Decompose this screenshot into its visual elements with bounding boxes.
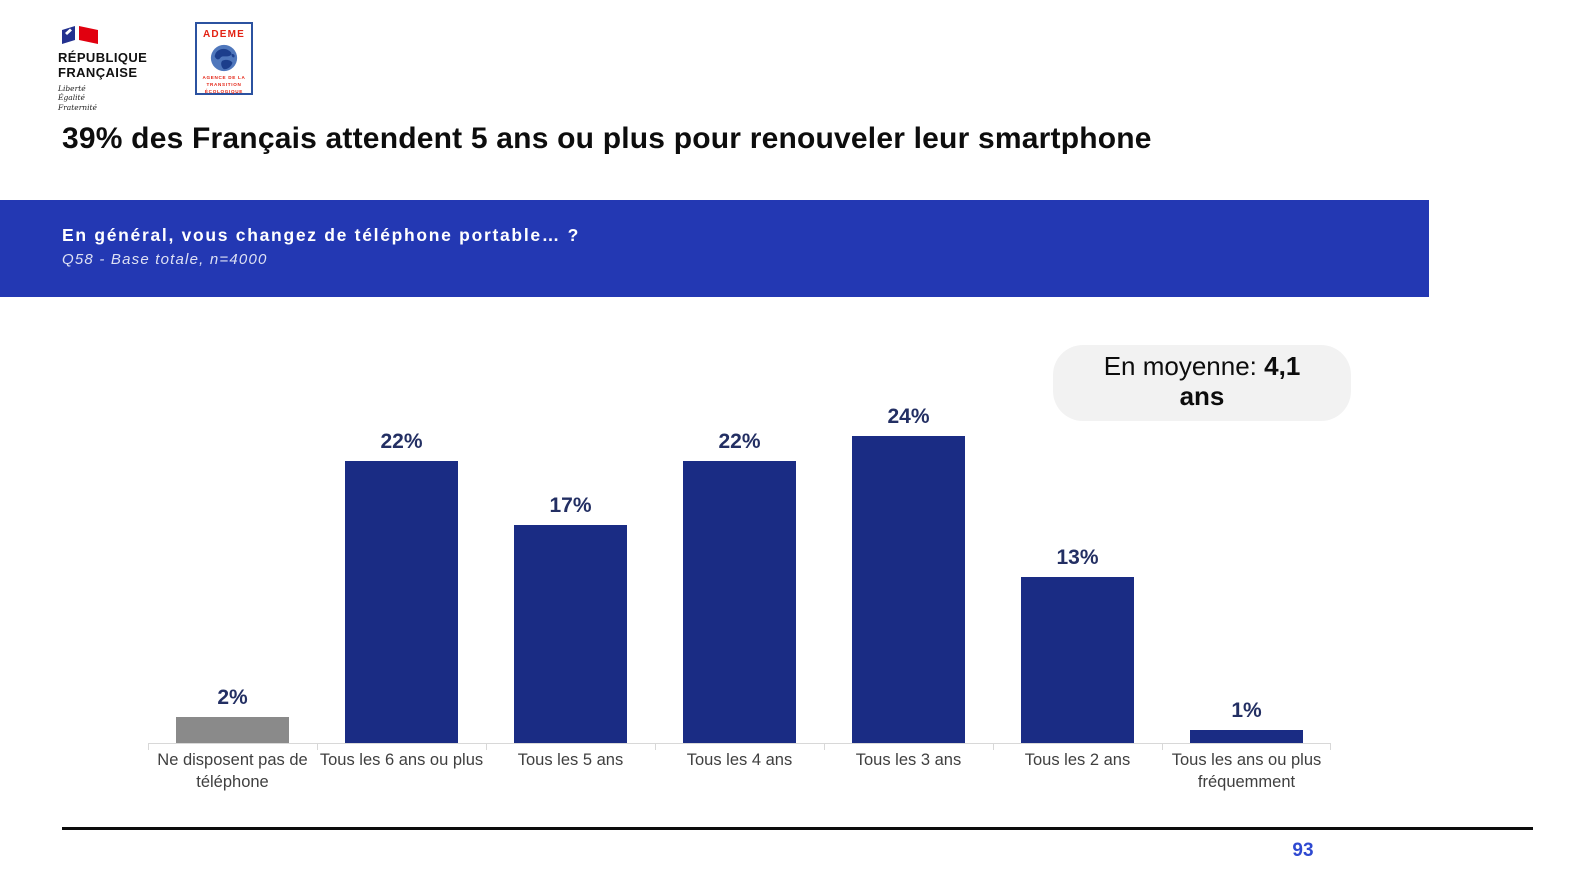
french-flag-icon [62, 26, 98, 44]
x-axis-label: Tous les 5 ans [517, 751, 624, 769]
axis-tick [148, 743, 149, 750]
x-axis-label: Tous les 4 ans [686, 751, 793, 769]
axis-tick [486, 743, 487, 750]
republique-logo-line2: FRANÇAISE [58, 64, 138, 80]
republique-logo-line1: RÉPUBLIQUE [58, 50, 148, 65]
bar-value-label: 17% [549, 494, 592, 518]
bar-value-label: 22% [718, 430, 761, 454]
motto-liberte: Liberté [58, 84, 86, 94]
republique-francaise-logo: RÉPUBLIQUE FRANÇAISE Liberté Égalité Fra… [58, 24, 158, 112]
x-axis-label: Tous les 6 ans ou plus [319, 751, 484, 769]
bar-category: 17% Tous les 5 ans [486, 400, 655, 769]
bar [1021, 576, 1134, 743]
bar-value-label: 2% [217, 686, 248, 710]
average-badge-value: 4,1 [1264, 351, 1301, 381]
ademe-sub-line1: AGENCE DE LA [202, 75, 246, 80]
bar-value-label: 24% [887, 404, 930, 428]
axis-tick [824, 743, 825, 750]
axis-tick [1162, 743, 1163, 750]
bar [852, 435, 965, 743]
page-number: 93 [1292, 840, 1314, 861]
bar-category: 22% Tous les 6 ans ou plus [317, 400, 486, 769]
bar-chart: 2% Ne disposent pas de téléphone 22% Tous l… [148, 400, 1331, 791]
republique-logo-motto: Liberté Égalité Fraternité [58, 84, 158, 112]
ademe-logo: ADEME AGENCE DE LA TRANSITION ÉCOLOGIQUE [195, 22, 253, 95]
axis-tick [317, 743, 318, 750]
question-text: En général, vous changez de téléphone po… [62, 225, 580, 245]
x-axis-label: Tous les ans ou plus fréquemment [1171, 751, 1322, 791]
average-badge: En moyenne: 4,1 ans [1053, 345, 1351, 421]
bar [1190, 730, 1303, 743]
bar-category: 24% Tous les 3 ans [824, 400, 993, 769]
axis-tick [655, 743, 656, 750]
bar-value-label: 1% [1231, 699, 1262, 723]
x-axis-label: Tous les 2 ans [1024, 751, 1131, 769]
globe-icon [210, 44, 238, 72]
question-base-text: Q58 - Base totale, n=4000 [62, 251, 268, 268]
ademe-sub-line3: ÉCOLOGIQUE [204, 88, 244, 94]
question-banner: En général, vous changez de téléphone po… [0, 200, 1429, 297]
motto-fraternite: Fraternité [58, 102, 97, 112]
bar-category: 1% Tous les ans ou plus fréquemment [1162, 400, 1331, 791]
bar-category: 2% Ne disposent pas de téléphone [148, 400, 317, 790]
bar-value-label: 22% [380, 430, 423, 454]
bar-value-label: 13% [1056, 545, 1099, 569]
average-badge-unit: ans [1179, 380, 1225, 411]
axis-tick [993, 743, 994, 750]
bar [345, 461, 458, 743]
ademe-logo-name: ADEME [202, 29, 246, 40]
average-badge-prefix: En moyenne: [1103, 351, 1265, 381]
bar [683, 461, 796, 743]
ademe-sub-line2: TRANSITION [206, 81, 242, 87]
motto-egalite: Égalité [58, 93, 85, 103]
bar-category: 22% Tous les 4 ans [655, 400, 824, 769]
axis-tick [1330, 743, 1331, 750]
x-axis-label: Tous les 3 ans [855, 751, 962, 769]
bar [176, 717, 289, 743]
ademe-logo-subtitle: AGENCE DE LA TRANSITION ÉCOLOGIQUE [197, 75, 251, 96]
x-axis-line [148, 743, 1331, 744]
x-axis-label: Ne disposent pas de téléphone [157, 751, 308, 791]
bar-category: 13% Tous les 2 ans [993, 400, 1162, 769]
bar [514, 525, 627, 743]
footer-rule [62, 827, 1533, 830]
slide-title: 39% des Français attendent 5 ans ou plus… [62, 122, 1152, 155]
